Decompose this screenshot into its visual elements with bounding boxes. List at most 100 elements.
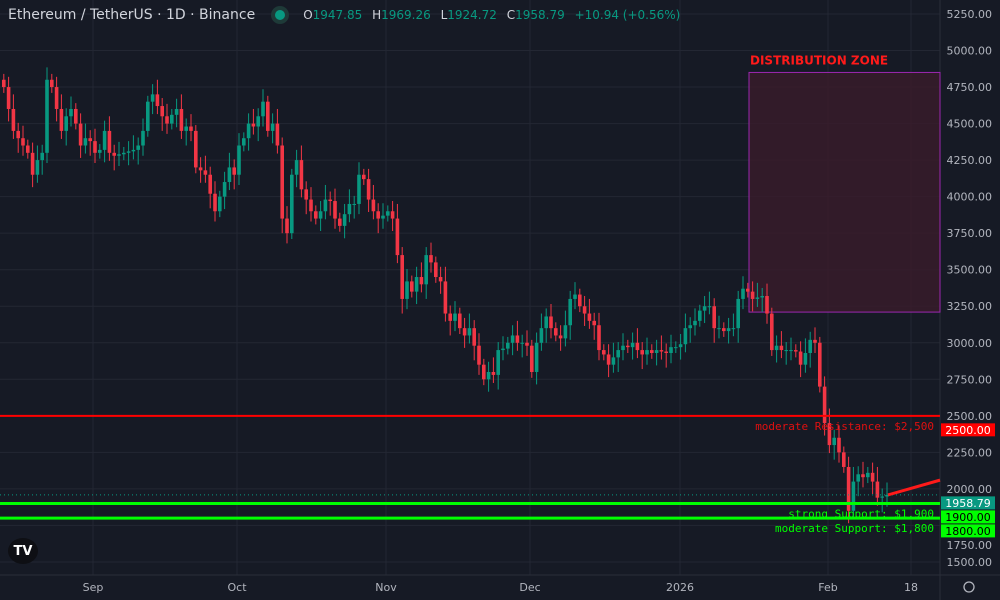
- level-label: moderate Support: $1,800: [775, 522, 934, 535]
- candle-body: [861, 474, 865, 478]
- candle-body: [419, 277, 424, 285]
- settings-icon[interactable]: [963, 581, 975, 593]
- candle-body: [299, 160, 304, 190]
- candle-body: [683, 328, 688, 345]
- candle-body: [448, 313, 452, 321]
- candle-body: [78, 123, 83, 146]
- candle-body: [198, 167, 203, 171]
- candle-body: [246, 123, 251, 139]
- trend-line: [887, 478, 941, 497]
- candle-body: [160, 106, 164, 117]
- candle-body: [866, 472, 870, 478]
- candle-body: [578, 294, 582, 307]
- candle-body: [333, 201, 337, 219]
- candle-body: [429, 255, 433, 263]
- candle-body: [83, 138, 88, 146]
- candle-body: [698, 310, 702, 321]
- tradingview-logo[interactable]: TV: [8, 538, 38, 564]
- candle-body: [218, 196, 222, 212]
- candle-body: [760, 296, 764, 298]
- symbol-title[interactable]: Ethereum / TetherUS · 1D · Binance: [8, 7, 256, 23]
- candle-body: [592, 320, 596, 326]
- candle-body: [237, 145, 241, 175]
- candle-body: [59, 108, 64, 131]
- candle-body: [870, 472, 875, 482]
- candle-body: [275, 123, 280, 146]
- y-tick-label: 1500.00: [947, 556, 993, 569]
- candle-body: [131, 149, 136, 152]
- candle-body: [352, 203, 356, 205]
- candle-body: [630, 342, 635, 348]
- distribution-zone: [748, 71, 941, 313]
- candle-body: [74, 108, 78, 124]
- candle-body: [395, 218, 400, 256]
- price-tag-label: 1800.00: [945, 525, 991, 538]
- candle-body: [261, 101, 265, 117]
- last-price-label: 1958.79: [945, 497, 991, 510]
- ohlc-readout: O1947.85 H1969.26 L1924.72 C1958.79 +10.…: [303, 8, 681, 22]
- candle-body: [510, 335, 515, 343]
- x-tick-label: Oct: [227, 581, 247, 594]
- candle-body: [400, 255, 404, 299]
- y-tick-label: 3250.00: [947, 300, 993, 313]
- candle-body: [640, 350, 644, 355]
- candle-body: [107, 130, 112, 153]
- candle-body: [64, 116, 68, 131]
- y-tick-label: 5000.00: [947, 45, 993, 58]
- price-tag: [941, 524, 995, 538]
- candle-body: [54, 87, 59, 109]
- candle-body: [582, 306, 587, 314]
- candle-body: [741, 288, 745, 299]
- candle-body: [736, 298, 740, 329]
- candle-body: [491, 371, 496, 375]
- candle-body: [390, 211, 395, 219]
- candle-body: [251, 123, 256, 127]
- y-tick-label: 4250.00: [947, 154, 993, 167]
- candle-body: [285, 218, 289, 234]
- x-tick-label: Dec: [519, 581, 540, 594]
- y-tick-label: 3750.00: [947, 227, 993, 240]
- candle-body: [822, 386, 827, 424]
- candle-body: [707, 306, 712, 308]
- candle-body: [525, 342, 529, 346]
- candle-body: [798, 351, 803, 365]
- price-tag-label: 2500.00: [945, 424, 991, 437]
- candle-body: [770, 313, 774, 351]
- y-tick-label: 2500.00: [947, 410, 993, 423]
- candle-body: [30, 152, 35, 175]
- candle-body: [126, 151, 131, 153]
- candle-body: [232, 167, 236, 175]
- y-tick-label: 4500.00: [947, 118, 993, 131]
- candle-body: [208, 174, 212, 194]
- price-tag-label: 1900.00: [945, 511, 991, 524]
- candle-body: [568, 298, 572, 326]
- candle-body: [2, 79, 6, 88]
- candle-body: [496, 350, 500, 375]
- candle-body: [779, 345, 784, 351]
- candle-body: [266, 101, 270, 131]
- candle-body: [626, 345, 630, 348]
- open-value: 1947.85: [312, 8, 363, 22]
- candle-body: [827, 423, 832, 446]
- candle-body: [621, 345, 625, 351]
- candle-body: [794, 350, 798, 352]
- candle-body: [803, 352, 808, 365]
- high-value: 1969.26: [381, 8, 431, 22]
- candle-body: [597, 325, 601, 351]
- candle-body: [515, 335, 520, 343]
- candle-body: [98, 149, 102, 153]
- candle-body: [366, 179, 371, 200]
- candle-body: [35, 160, 40, 175]
- candle-body: [189, 126, 193, 131]
- candle-body: [424, 255, 428, 285]
- price-tag: [941, 423, 995, 437]
- y-tick-label: 5250.00: [947, 8, 993, 21]
- y-tick-label: 4750.00: [947, 81, 993, 94]
- zone-label: DISTRIBUTION ZONE: [750, 53, 888, 67]
- candle-body: [102, 130, 107, 150]
- candle-body: [731, 328, 736, 330]
- candle-body: [347, 203, 352, 215]
- candle-body: [174, 108, 179, 115]
